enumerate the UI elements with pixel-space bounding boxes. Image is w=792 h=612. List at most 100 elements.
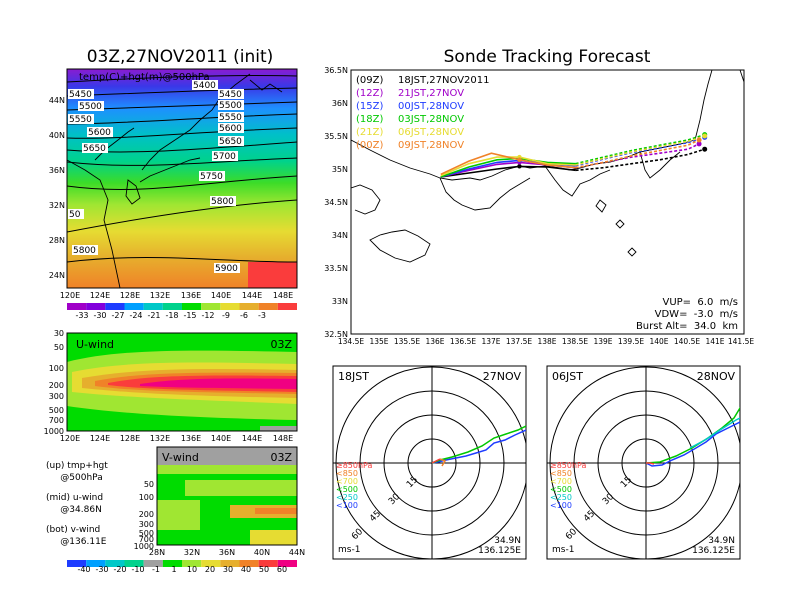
param-vdw: VDW= -3.0 m/s (655, 309, 738, 320)
location-lon: 136.125E (478, 546, 521, 556)
right-title: Sonde Tracking Forecast (444, 47, 651, 67)
track-line-descent (575, 133, 705, 165)
y-tick-label: 32N (49, 201, 65, 210)
x-tick-label: 141.5E (728, 337, 754, 346)
x-tick-label: 144E (242, 434, 262, 443)
colorbar-label: -24 (129, 311, 142, 320)
hodograph-06jst: 15 30 45 60 06JST 28NOV ≥850hPa <850 <70… (546, 365, 741, 560)
colorbar-label: -1 (152, 565, 160, 574)
x-tick-label: 134.5E (338, 337, 364, 346)
contour-label: 5500 (79, 102, 102, 112)
unit-label: ms-1 (338, 545, 360, 555)
v-wind-time: 03Z (270, 451, 292, 464)
track-landing-point (702, 133, 708, 139)
y-tick-label: 200 (139, 510, 154, 519)
x-tick-label: 132E (150, 434, 170, 443)
legend-text-1: 21JST,27NOV (398, 88, 464, 99)
wind-colorbar-labels: -40 -30 -20 -10 -1 1 10 20 30 40 50 60 (77, 565, 287, 574)
x-tick-label: 140E (211, 291, 231, 300)
legend-code-3: (18Z) (356, 114, 383, 125)
param-burst: Burst Alt= 34.0 km (636, 321, 738, 332)
y-tick-label: 28N (49, 236, 65, 245)
colorbar-swatch (201, 560, 221, 567)
colorbar-swatch (277, 560, 297, 567)
level-label: <500 (336, 485, 358, 494)
y-tick-label: 44N (49, 96, 65, 105)
track-landing-point (696, 141, 702, 147)
y-tick-label: 36.5N (324, 66, 348, 75)
contour-label: 5600 (88, 128, 111, 138)
note-bot-2: @136.11E (46, 537, 107, 547)
temperature-colorbar-labels: -33 -30 -27 -24 -21 -18 -15 -12 -9 -6 -3 (75, 311, 266, 320)
colorbar-label: 60 (277, 565, 287, 574)
x-tick-label: 148E (273, 434, 293, 443)
y-tick-label: 700 (139, 535, 154, 544)
track-line-descent (575, 143, 700, 169)
track-series-group (440, 132, 708, 178)
colorbar-swatch (143, 303, 163, 310)
contour-label: 5600 (219, 124, 242, 134)
x-tick-label: 140E (649, 337, 668, 346)
hodograph-18jst: 15 30 45 60 18JST 27NOV ≥850hPa <850 <70… (332, 365, 527, 560)
contour-label: 5400 (193, 81, 216, 91)
level-label: ≥850hPa (550, 461, 587, 470)
colorbar-swatch (67, 303, 87, 310)
map-500-label: temp(C)+hgt(m)@500hPa (79, 72, 210, 83)
location-lon: 136.125E (692, 546, 735, 556)
colorbar-swatch (67, 560, 87, 567)
level-label: <700 (550, 477, 572, 486)
colorbar-label: -33 (75, 311, 88, 320)
track-burst-point (517, 164, 522, 169)
x-tick-label: 140E (211, 434, 231, 443)
y-tick-label: 200 (49, 381, 64, 390)
colorbar-swatch (86, 560, 106, 567)
colorbar-swatch (201, 303, 221, 310)
y-tick-label: 33.5N (324, 264, 348, 273)
colorbar-swatch (220, 303, 240, 310)
u-wind-panel: U-wind 03Z 30 50 100 200 300 500 700 100… (44, 329, 298, 443)
legend-text-2: 00JST,28NOV (398, 101, 464, 112)
legend-text-0: 18JST,27NOV2011 (398, 75, 490, 86)
contour-label: 5800 (73, 246, 96, 256)
y-tick-label: 35.5N (324, 132, 348, 141)
legend-code-0: (09Z) (356, 75, 383, 86)
y-tick-label: 36N (332, 99, 348, 108)
x-tick-label: 137.5E (506, 337, 532, 346)
track-line-descent (575, 135, 705, 166)
legend-text-5: 09JST,28NOV (398, 140, 464, 151)
y-tick-label: 50 (144, 480, 154, 489)
legend-code-1: (12Z) (356, 88, 383, 99)
note-bot: (bot) v-wind (46, 525, 100, 535)
track-landing-point (696, 137, 702, 143)
contour-label: 5450 (219, 90, 242, 100)
x-tick-label: 135.5E (394, 337, 420, 346)
hodograph-time: 18JST (338, 370, 369, 383)
colorbar-label: -3 (258, 311, 266, 320)
x-tick-label: 44N (289, 548, 305, 557)
y-tick-label: 30 (54, 329, 64, 338)
panel-notes: (up) tmp+hgt @500hPa (mid) u-wind @34.86… (46, 461, 108, 547)
x-tick-label: 120E (60, 434, 80, 443)
contour-label: 5800 (211, 197, 234, 207)
colorbar-label: -30 (93, 311, 106, 320)
contour-label: 5450 (69, 90, 92, 100)
track-map-panel: (09Z) 18JST,27NOV2011 (12Z) 21JST,27NOV … (324, 66, 754, 346)
colorbar-label: 1 (171, 565, 176, 574)
x-tick-label: 32N (184, 548, 200, 557)
contour-label: 5700 (213, 152, 236, 162)
hodograph-date: 27NOV (483, 370, 522, 383)
v-wind-label: V-wind (162, 451, 199, 464)
x-tick-label: 132E (150, 291, 170, 300)
track-landing-point (702, 146, 708, 152)
y-tick-label: 36N (49, 166, 65, 175)
x-tick-label: 120E (60, 291, 80, 300)
y-tick-label: 1000 (134, 542, 154, 551)
u-wind-time: 03Z (270, 338, 292, 351)
temperature-colorbar (67, 303, 297, 310)
y-tick-label: 500 (139, 529, 154, 538)
contour-label: 5550 (219, 113, 242, 123)
level-label: <700 (336, 477, 358, 486)
colorbar-label: 40 (241, 565, 251, 574)
legend-text-3: 03JST,28NOV (398, 114, 464, 125)
